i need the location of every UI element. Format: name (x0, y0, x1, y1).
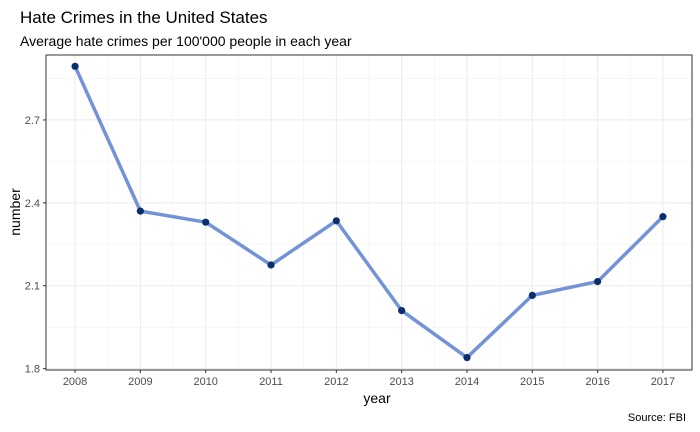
data-point (136, 207, 144, 215)
data-point (398, 306, 406, 315)
panel-border (45, 54, 693, 371)
x-axis-title: year (363, 390, 391, 406)
y-tick-label: 2.4 (25, 198, 40, 210)
chart-title: Hate Crimes in the United States (20, 8, 268, 27)
x-tick-label: 2017 (651, 376, 675, 388)
y-tick-label: 2.1 (25, 281, 40, 293)
x-tick-label: 2009 (128, 376, 152, 388)
data-point (71, 62, 79, 70)
x-tick-label: 2014 (455, 376, 479, 388)
caption: Source: FBI (628, 412, 686, 424)
y-axis-title: number (7, 188, 23, 236)
chart-subtitle: Average hate crimes per 100'000 people i… (20, 33, 352, 49)
data-point (202, 218, 210, 226)
data-point (267, 261, 275, 269)
axes: 1.8 2.1 2.4 2.7 2008 2009 2010 2011 2012 2013 2014… (25, 115, 675, 388)
data-point (463, 353, 471, 362)
gridlines (46, 55, 692, 370)
data-point (594, 277, 602, 286)
data-point (659, 213, 667, 221)
y-tick-label: 1.8 (25, 364, 40, 376)
x-tick-label: 2016 (585, 376, 609, 388)
x-tick-label: 2012 (324, 376, 348, 388)
data-point (332, 217, 340, 225)
x-tick-label: 2015 (520, 376, 544, 388)
data-point (528, 291, 536, 299)
series-line (73, 64, 665, 360)
data-points (71, 62, 667, 362)
x-tick-label: 2010 (193, 376, 217, 388)
x-tick-label: 2013 (389, 376, 413, 388)
x-tick-label: 2011 (259, 376, 283, 388)
x-tick-label: 2008 (63, 376, 87, 388)
y-tick-label: 2.7 (25, 115, 40, 127)
